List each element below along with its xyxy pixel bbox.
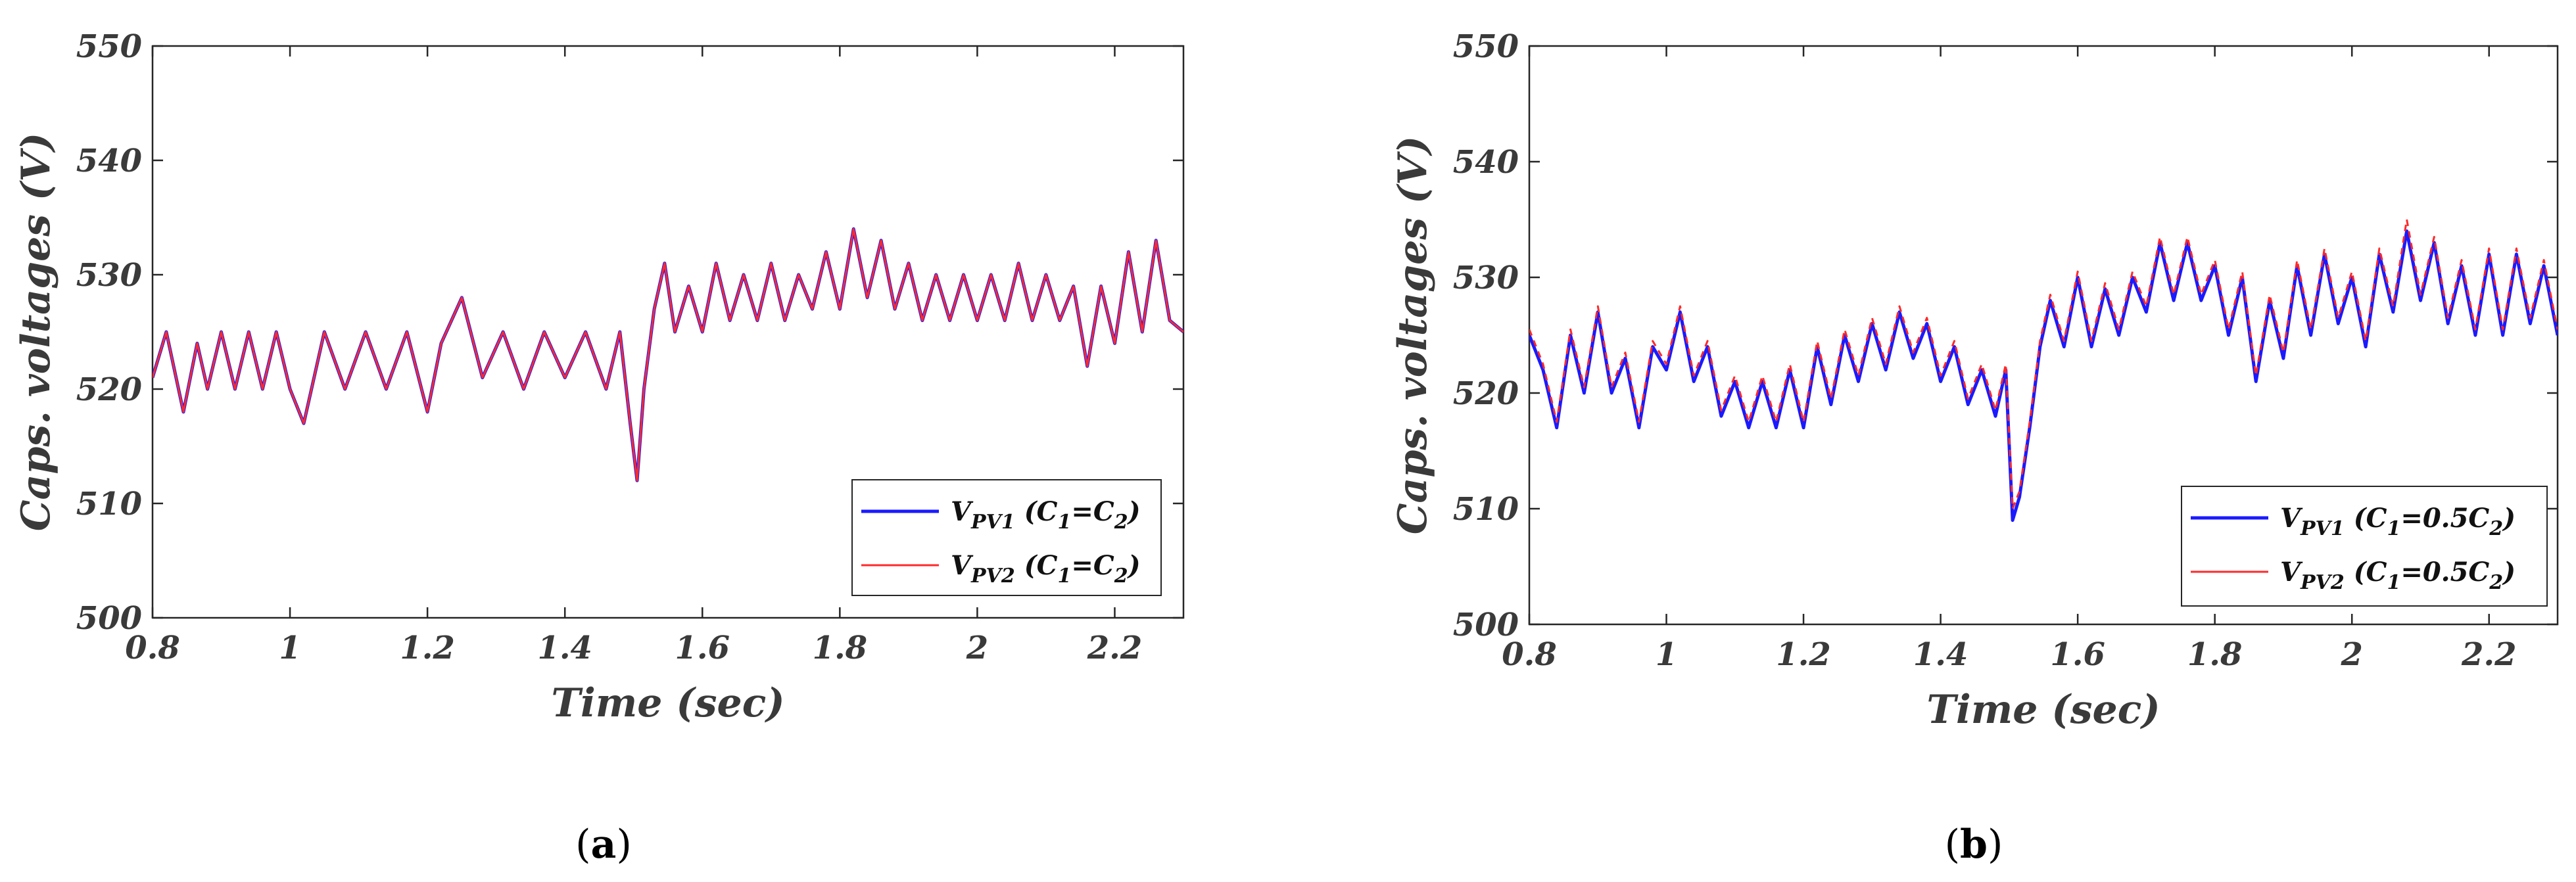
y-tick-label: 510 [1453,491,1519,528]
y-tick-label: 550 [1453,28,1519,65]
x-tick-label: 1.4 [1913,636,1968,673]
y-tick-label: 550 [76,28,142,65]
legend-entry: VPV2 (C1=0.5C2) [2280,557,2516,594]
legend: VPV1 (C1=C2) VPV2 (C1=C2) [851,479,1162,596]
x-tick-label: 1.2 [1776,636,1831,673]
x-tick-label: 2 [966,630,988,666]
series-line-pv2 [1529,218,2558,510]
x-axis-label: Time (sec) [551,680,784,726]
legend-box [2181,486,2548,607]
x-tick-label: 0.8 [1502,636,1557,673]
x-tick-label: 1.2 [400,630,455,666]
y-tick-label: 540 [76,143,142,179]
y-tick-label: 520 [76,371,142,408]
x-tick-label: 1.6 [675,630,730,666]
legend-entry: VPV2 (C1=C2) [951,550,1141,588]
x-tick-label: 1.8 [2187,636,2243,673]
chart-panel-b: 0.8 1 1.2 1.4 1.6 1.8 2 2.2 500 510 520 530 540 550 Ti… [1390,28,2559,868]
panel-label: (b) [1945,822,2003,868]
x-tick-label: 2.2 [1087,630,1143,666]
y-tick-label: 520 [1453,375,1519,412]
y-tick-label: 500 [1453,607,1519,643]
legend-entry: VPV1 (C1=C2) [951,496,1141,534]
y-tick-label: 530 [76,257,142,294]
x-tick-label: 1.8 [813,630,868,666]
x-tick-label: 1.6 [2050,636,2105,673]
x-tick-label: 1 [1656,636,1677,673]
y-tick-label: 500 [76,600,142,637]
y-tick-label: 530 [1453,260,1519,296]
legend-box [851,479,1162,596]
y-axis-label: Caps. voltages (V) [1390,136,1436,535]
legend: VPV1 (C1=0.5C2) VPV2 (C1=0.5C2) [2181,486,2548,607]
x-tick-label: 2 [2340,636,2362,673]
series-line-pv2 [153,227,1183,482]
x-tick-label: 1 [279,630,300,666]
panel-label: (a) [575,822,632,868]
x-tick-label: 0.8 [125,630,180,666]
y-tick-label: 510 [76,486,142,522]
x-tick-label: 2.2 [2461,636,2517,673]
y-tick-label: 540 [1453,144,1519,181]
x-axis-label: Time (sec) [1926,687,2160,733]
chart-panel-a: 0.8 1 1.2 1.4 1.6 1.8 2 2.2 500 510 520 530 540 550 Ti… [13,28,1185,868]
x-tick-label: 1.4 [537,630,592,666]
legend-entry: VPV1 (C1=0.5C2) [2280,503,2516,540]
y-axis-label: Caps. voltages (V) [13,133,59,532]
